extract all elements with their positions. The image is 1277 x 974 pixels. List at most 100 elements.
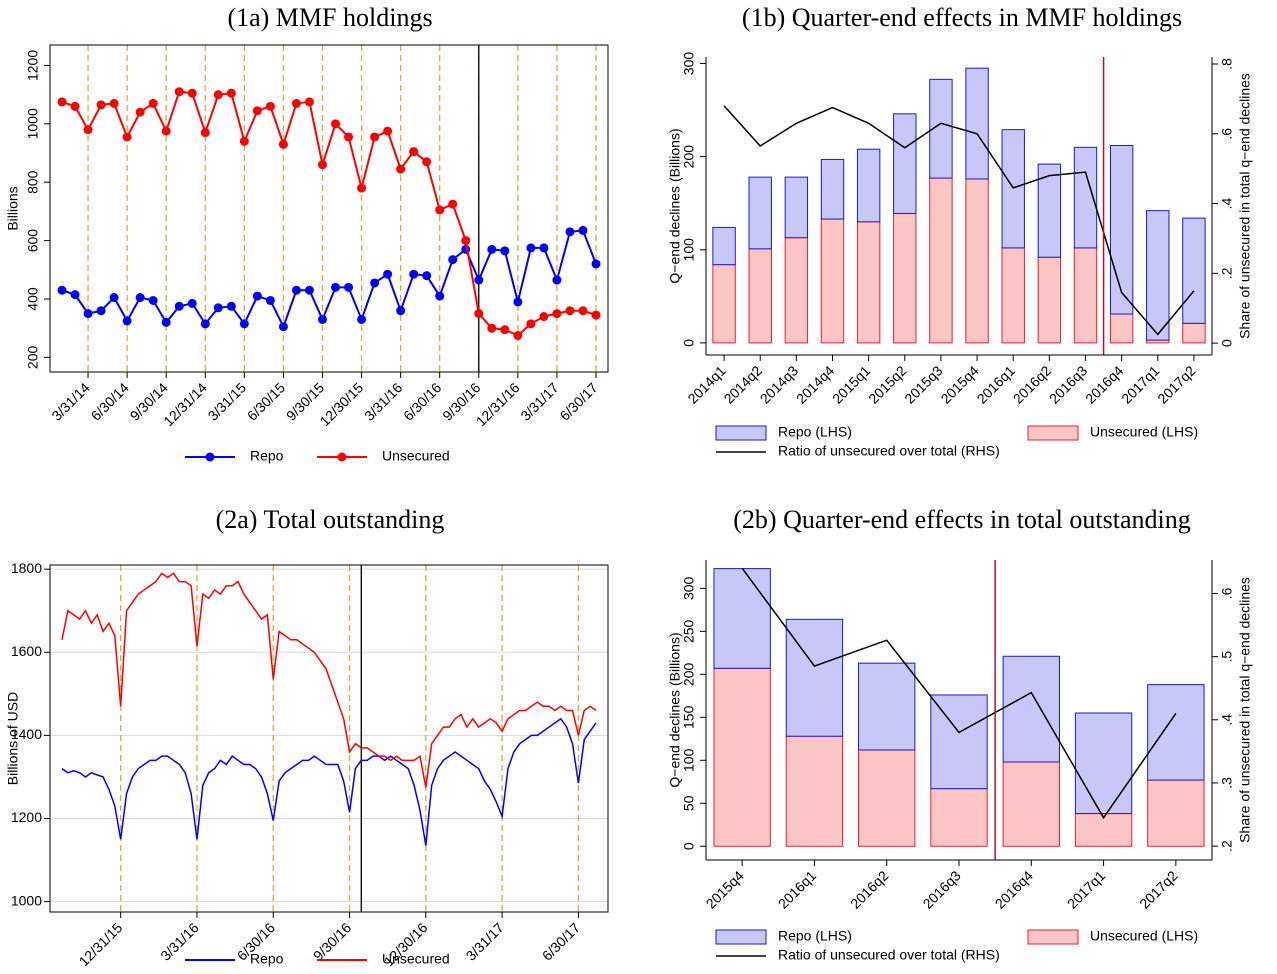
bar-segment [1037, 256, 1062, 344]
legend-label: Repo (LHS) [778, 928, 852, 944]
point [383, 269, 393, 279]
bar-segment [858, 749, 916, 847]
bar-segment [1146, 210, 1170, 341]
legend-marker [337, 452, 347, 462]
y-tick-label: 1200 [11, 809, 42, 825]
point [135, 107, 145, 117]
point [448, 199, 458, 209]
y-tick-label: 0 [681, 339, 697, 347]
point [317, 314, 327, 324]
x-tick-label: 3/31/17 [517, 379, 561, 423]
y2-tick-label: .2 [1219, 840, 1235, 852]
bar-segment [1037, 163, 1062, 258]
point [70, 290, 80, 300]
point [578, 225, 588, 235]
x-tick-label: 2017q2 [1154, 362, 1198, 406]
x-tick-label: 9/30/16 [310, 919, 354, 963]
x-tick-label: 3/31/15 [205, 379, 249, 423]
x-tick-label: 6/30/15 [244, 379, 288, 423]
legend-label: Ratio of unsecured over total (RHS) [778, 443, 1000, 459]
legend-label: Repo (LHS) [778, 424, 852, 440]
point [226, 88, 236, 98]
legend-swatch [1027, 929, 1079, 945]
y-tick-label: 1200 [25, 50, 41, 81]
y-tick-label: 300 [681, 576, 697, 600]
bar-segment [930, 694, 988, 790]
x-tick-label: 2017q1 [1064, 867, 1108, 911]
point [552, 275, 562, 285]
x-tick-label: 2015q4 [937, 362, 981, 406]
point [526, 319, 536, 329]
bar-segment [784, 237, 809, 344]
y-tick-label: 1800 [11, 560, 42, 576]
legend-label: Repo [250, 448, 284, 464]
y-tick-label: 150 [681, 705, 697, 729]
x-tick-label: 3/31/17 [463, 919, 507, 963]
point [396, 164, 406, 174]
bar-segment [712, 264, 736, 344]
point [357, 314, 367, 324]
x-tick-label: 2016q2 [1010, 362, 1054, 406]
bar-segment [1147, 779, 1205, 847]
point [57, 285, 67, 295]
point [539, 312, 549, 322]
bar-segment [713, 568, 771, 669]
point [513, 297, 523, 307]
x-tick-label: 2016q3 [1046, 362, 1090, 406]
point [370, 278, 380, 288]
y-tick-label: 1600 [11, 643, 42, 659]
point [591, 259, 601, 269]
x-tick-label: 2015q1 [829, 362, 873, 406]
x-tick-label: 2016q3 [919, 867, 963, 911]
point [278, 322, 288, 332]
point [174, 87, 184, 97]
x-tick-label: 2016q1 [775, 867, 819, 911]
x-tick-label: 6/30/17 [556, 379, 600, 423]
series-line [61, 717, 597, 846]
point [109, 98, 119, 108]
y-tick-label: 0 [681, 842, 697, 850]
point [526, 243, 536, 253]
point [591, 310, 601, 320]
point [383, 126, 393, 136]
bar-segment [929, 177, 953, 344]
point [304, 97, 314, 107]
bar-segment [1002, 655, 1060, 763]
legend-swatch [715, 929, 767, 945]
point [317, 160, 327, 170]
point [57, 97, 67, 107]
x-tick-label: 2015q4 [703, 867, 747, 911]
point [291, 98, 301, 108]
bar-segment [785, 735, 844, 847]
y-tick-label: 200 [681, 145, 697, 169]
point [265, 295, 275, 305]
chart-title: (2a) Total outstanding [216, 505, 445, 534]
x-tick-label: 2016q1 [974, 362, 1018, 406]
x-tick-label: 2014q1 [684, 362, 728, 406]
bar-segment [784, 176, 809, 239]
bar-segment [1001, 129, 1025, 249]
x-tick-label: 6/30/17 [539, 919, 583, 963]
point [161, 126, 171, 136]
bar-segment [820, 218, 845, 344]
point [213, 90, 223, 100]
point [239, 319, 249, 329]
legend-label: Unsecured [382, 951, 450, 967]
point [487, 323, 497, 333]
point [122, 316, 132, 326]
series-line [61, 229, 597, 330]
bar-segment [856, 148, 881, 223]
y2-tick-label: .6 [1219, 128, 1235, 140]
bar-segment [820, 158, 845, 220]
point [83, 309, 93, 319]
legend-swatch [1027, 425, 1079, 441]
point [252, 106, 262, 116]
bar-segment [712, 226, 736, 266]
x-tick-label: 2016q2 [847, 867, 891, 911]
point [187, 88, 197, 98]
bar-segment [1073, 247, 1098, 344]
plot-frame [49, 564, 609, 913]
plot-frame [49, 44, 609, 373]
point [213, 303, 223, 313]
y-tick-label: 600 [25, 229, 41, 253]
